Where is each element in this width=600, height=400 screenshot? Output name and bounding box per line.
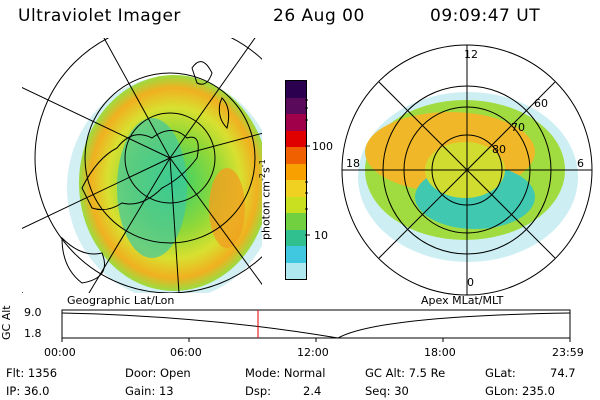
mlat-mlt-grid — [341, 44, 593, 296]
gc-alt-value: GC Alt: 7.5 Re — [365, 366, 446, 380]
right-panel-caption: Apex MLat/MLT — [421, 294, 504, 307]
lat-lon-grid — [22, 38, 262, 293]
instrument-title: Ultraviolet Imager — [18, 6, 181, 26]
colorbar-segment — [286, 147, 306, 164]
altitude-curve — [61, 312, 571, 339]
xtick-1200: 12:00 — [297, 346, 329, 359]
magnetic-polar-plot — [341, 44, 593, 296]
ip-value: IP: 36.0 — [6, 384, 50, 398]
colorbar-segment — [286, 114, 306, 131]
altitude-frame — [61, 309, 571, 339]
colorbar-tick-100: 100 — [312, 140, 333, 153]
mlt-label-0: 0 — [467, 276, 474, 289]
unit-exp-1: -2 — [258, 173, 267, 182]
flight-number: Flt: 1356 — [6, 366, 58, 380]
left-panel-caption: Geographic Lat/Lon — [67, 294, 175, 307]
mlt-label-6: 6 — [577, 157, 584, 170]
colorbar-segment — [286, 130, 306, 147]
geographic-map — [22, 38, 262, 293]
mode-value: Mode: Normal — [245, 366, 326, 380]
coastline — [81, 130, 199, 211]
colorbar-segment — [286, 163, 306, 180]
colorbar-tick-10: 10 — [314, 229, 328, 242]
colorbar-segment — [286, 213, 306, 230]
unit-s: s — [259, 167, 273, 174]
altitude-ytick-high: 9.0 — [24, 306, 42, 319]
mlt-label-18: 18 — [346, 157, 360, 170]
xtick-1800: 18:00 — [424, 346, 456, 359]
colorbar-ticks — [305, 99, 310, 236]
colorbar — [285, 80, 307, 280]
colorbar-segment — [286, 180, 306, 197]
door-status: Door: Open — [125, 366, 191, 380]
glat-value: 74.7 — [550, 366, 576, 380]
unit-text: photon cm — [259, 181, 273, 240]
xtick-0600: 06:00 — [170, 346, 202, 359]
colorbar-segment — [286, 246, 306, 263]
xtick-0000: 00:00 — [44, 346, 76, 359]
xtick-2359: 23:59 — [552, 346, 584, 359]
date-label: 26 Aug 00 — [273, 6, 365, 26]
altitude-plot — [61, 309, 571, 342]
dsp-value: 2.4 — [303, 384, 322, 398]
mlat-label-80: 80 — [492, 143, 506, 156]
seq-value: Seq: 30 — [365, 384, 409, 398]
glon-value: GLon: 235.0 — [485, 384, 555, 398]
colorbar-segment — [286, 81, 306, 98]
mlt-label-12: 12 — [464, 48, 478, 61]
colorbar-segment — [286, 196, 306, 213]
colorbar-unit: photon cm-2s-1 — [258, 159, 273, 240]
mlat-label-70: 70 — [511, 121, 525, 134]
altitude-ylabel: GC Alt — [0, 305, 13, 340]
unit-exp-2: -1 — [258, 159, 267, 168]
gain-value: Gain: 13 — [125, 384, 174, 398]
mlat-label-60: 60 — [534, 97, 548, 110]
time-label: 09:09:47 UT — [430, 6, 541, 26]
dsp-label: Dsp: — [245, 384, 272, 398]
colorbar-segment — [286, 262, 306, 279]
coastline-islands — [61, 61, 230, 284]
colorbar-segment — [286, 229, 306, 246]
glat-label: GLat: — [485, 366, 516, 380]
altitude-ytick-low: 1.8 — [24, 327, 42, 340]
colorbar-segment — [286, 97, 306, 114]
